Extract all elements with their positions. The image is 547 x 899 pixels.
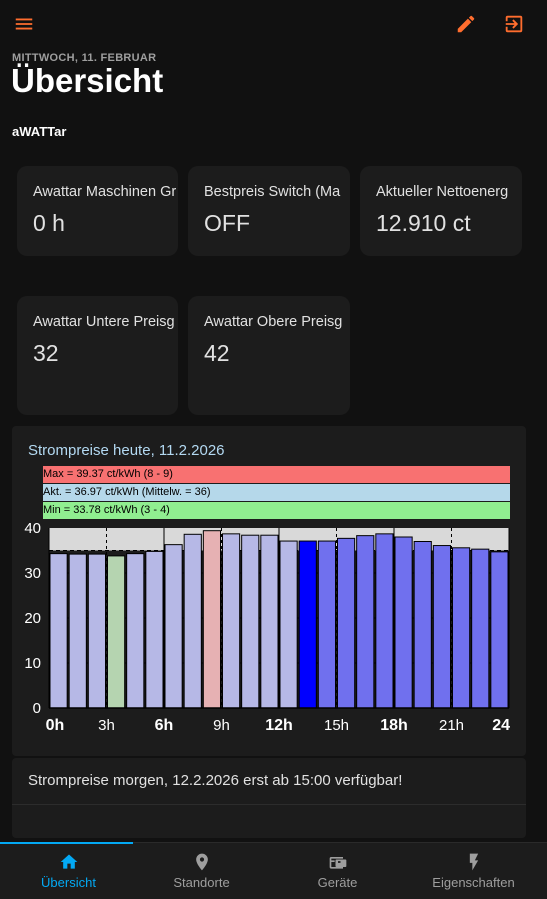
chart-title: Strompreise heute, 11.2.2026: [28, 442, 225, 459]
bar-hour-17: [375, 533, 394, 709]
home-icon: [60, 854, 77, 869]
entity-card-bestpreis-switch[interactable]: Bestpreis Switch (Ma OFF: [188, 166, 350, 256]
page-title: Übersicht: [11, 62, 164, 99]
flash-icon: [469, 853, 478, 871]
y-tick-label: 30: [24, 565, 41, 582]
card-name: Aktueller Nettoenerg: [376, 184, 509, 200]
bar-hour-20: [432, 545, 452, 709]
card-value: 12.910 ct: [376, 210, 471, 236]
bar-hour-5: [145, 550, 164, 709]
bar-hour-11: [260, 534, 279, 709]
price-bar-chart: 0 10 20 30 40 0h 3h 6h 9h 12h 15h 18h 21h 24: [24, 522, 510, 734]
x-tick-label: 15h: [324, 717, 349, 734]
bar-hour-8: [202, 530, 221, 709]
exit-icon[interactable]: [500, 10, 528, 38]
entity-card-obere-preisgrenze[interactable]: Awattar Obere Preisg 42: [188, 296, 350, 415]
x-tick-label: 24: [492, 717, 510, 734]
nav-tab-geraete[interactable]: Geräte: [269, 843, 406, 899]
bar-hour-13: [298, 540, 317, 709]
bar-hour-21: [452, 547, 471, 709]
bar-hour-10: [241, 534, 260, 709]
bar-hour-2: [87, 553, 107, 709]
nav-tab-uebersicht[interactable]: Übersicht: [0, 843, 137, 899]
entity-card-nettoenergie[interactable]: Aktueller Nettoenerg 12.910 ct: [360, 166, 522, 256]
bar-hour-18: [394, 536, 413, 709]
card-value: 0 h: [33, 210, 65, 236]
bar-hour-4: [126, 553, 145, 709]
y-tick-label: 40: [24, 522, 41, 537]
date-subtitle: MITTWOCH, 11. FEBRUAR: [12, 52, 157, 64]
bar-hour-6: [164, 544, 183, 709]
bar-hour-15: [337, 537, 356, 709]
x-tick-label: 12h: [265, 717, 293, 734]
bar-hour-22: [471, 548, 490, 709]
x-tick-label: 6h: [155, 717, 174, 734]
card-value: 42: [204, 340, 230, 366]
card-name: Awattar Maschinen Gr: [33, 184, 177, 200]
active-tab-indicator: [0, 842, 133, 844]
card-name: Awattar Obere Preisg: [204, 314, 343, 330]
bar-hour-16: [356, 535, 375, 709]
nav-tab-standorte[interactable]: Standorte: [133, 843, 270, 899]
nav-label: Eigenschaften: [432, 875, 515, 890]
bar-hour-14: [317, 540, 337, 709]
edit-pencil-icon[interactable]: [452, 10, 480, 38]
bar-hour-7: [183, 533, 202, 709]
tomorrow-info-card: Strompreise morgen, 12.2.2026 erst ab 15…: [12, 758, 526, 838]
x-tick-label: 0h: [46, 717, 65, 734]
bar-hour-0: [49, 553, 68, 709]
top-app-bar: [0, 0, 547, 48]
bar-hour-1: [68, 553, 87, 709]
entity-card-maschinen[interactable]: Awattar Maschinen Gr 0 h: [17, 166, 178, 256]
divider: [12, 804, 526, 805]
x-tick-label: 3h: [98, 717, 115, 734]
tomorrow-info-text: Strompreise morgen, 12.2.2026 erst ab 15…: [28, 772, 403, 789]
nav-tab-eigenschaften[interactable]: Eigenschaften: [405, 843, 542, 899]
y-tick-label: 0: [33, 700, 41, 717]
max-price-line: Max = 39.37 ct/kWh (8 - 9): [43, 466, 510, 483]
location-pin-icon: [195, 853, 208, 871]
x-tick-label: 9h: [213, 717, 230, 734]
bar-hour-23: [490, 551, 509, 709]
bar-hour-12: [279, 540, 298, 709]
devices-icon: [329, 857, 346, 869]
section-label: aWATTar: [12, 124, 67, 139]
bar-hour-3: [107, 555, 126, 709]
card-value: OFF: [204, 210, 250, 236]
current-price-line: Akt. = 36.97 ct/kWh (Mittelw. = 36): [43, 484, 510, 501]
x-tick-label: 21h: [439, 717, 464, 734]
nav-label: Übersicht: [41, 875, 96, 890]
nav-label: Standorte: [173, 875, 230, 890]
price-chart-card: Strompreise heute, 11.2.2026 Max = 39.37…: [12, 426, 526, 756]
bottom-navigation: Übersicht Standorte Geräte Eigenschaften: [0, 842, 547, 899]
y-tick-label: 20: [24, 610, 41, 627]
y-tick-label: 10: [24, 655, 41, 672]
menu-icon[interactable]: [10, 10, 38, 38]
card-name: Awattar Untere Preisg: [33, 314, 175, 330]
bar-hour-9: [222, 533, 241, 709]
bar-hour-19: [413, 541, 432, 709]
card-value: 32: [33, 340, 59, 366]
nav-label: Geräte: [317, 875, 358, 890]
x-tick-label: 18h: [380, 717, 408, 734]
card-name: Bestpreis Switch (Ma: [204, 184, 341, 200]
min-price-line: Min = 33.78 ct/kWh (3 - 4): [43, 502, 510, 519]
entity-card-untere-preisgrenze[interactable]: Awattar Untere Preisg 32: [17, 296, 178, 415]
